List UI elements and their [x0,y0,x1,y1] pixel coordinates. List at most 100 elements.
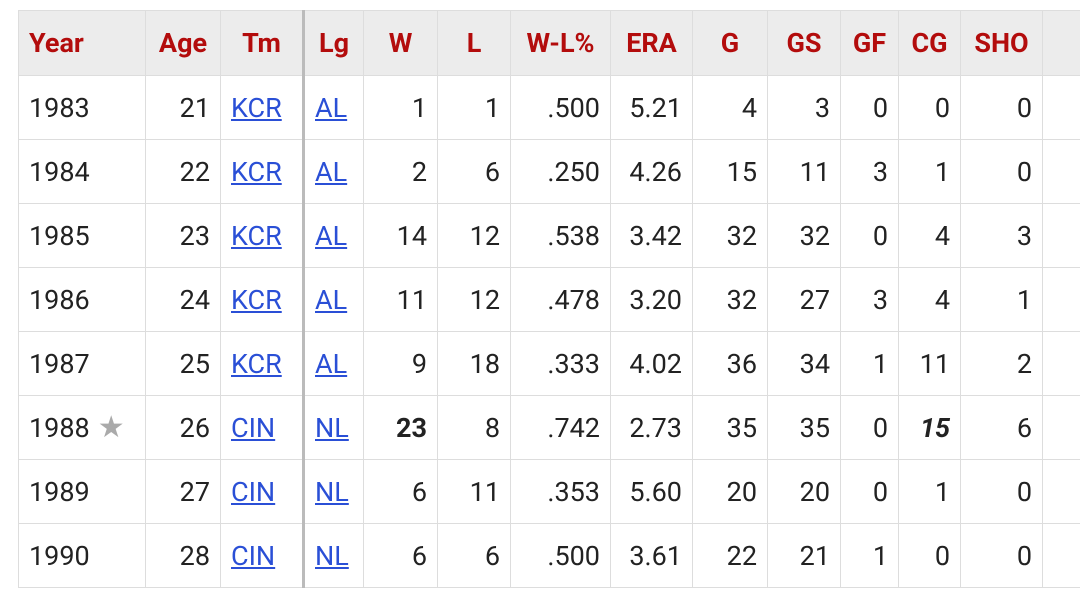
cell-text: 1984 [29,155,90,188]
cell-text: 0 [1016,91,1032,124]
cell-text: 1988 [29,412,90,444]
table-cell: 1987 [18,331,146,396]
table-cell: 1 [363,75,438,140]
league-link[interactable]: AL [315,155,348,188]
cell-text: 11 [469,475,500,508]
cell-text: 21 [179,91,210,124]
column-header: G [692,10,768,76]
table-cell: 6 [363,459,438,524]
cell-text: 6 [411,539,427,572]
team-link[interactable]: CIN [231,539,276,572]
table-cell: 0 [840,75,899,140]
table-cell: AL [303,267,364,332]
table-row: 1983 21 KCR AL 1 1 .500 5.21 4 3 0 0 0 [18,75,1080,140]
cell-text: 1 [872,539,888,572]
cell-text: 12 [469,219,500,252]
team-link[interactable]: KCR [231,155,282,188]
cell-text: 6 [411,475,427,508]
cell-text: 4.26 [629,155,682,188]
table-cell: 36 [692,331,768,396]
table-cell: 4.02 [610,331,693,396]
table-cell: 35 [692,395,768,460]
cell-text: 2 [411,155,427,188]
cell-text: 3.61 [629,539,682,572]
table-cell: 11 [898,331,961,396]
league-link[interactable]: NL [315,539,349,572]
table-cell: .500 [510,75,611,140]
table-cell: 3.61 [610,523,693,588]
team-link[interactable]: KCR [231,91,282,124]
cell-text: 3.20 [629,283,682,316]
table-cell: 24 [145,267,221,332]
table-cell: 27 [145,459,221,524]
table-cell: CIN [220,395,305,460]
table-cell: 1990 [18,523,146,588]
table-row: 1984 22 KCR AL 2 6 .250 4.26 15 11 3 1 0 [18,139,1080,204]
cell-text: 3 [1016,219,1032,252]
column-header: CG [898,10,961,76]
cell-text: 26 [179,411,210,444]
team-link[interactable]: CIN [231,411,276,444]
table-cell: 3.20 [610,267,693,332]
table-cell: KCR [220,331,305,396]
team-link[interactable]: KCR [231,347,282,380]
table-cell: 2 [363,139,438,204]
table-cell: 25 [145,331,221,396]
cell-text: 32 [726,283,757,316]
league-link[interactable]: AL [315,347,348,380]
cell-text: 4 [934,283,950,316]
cell-text: 23 [396,411,427,444]
table-cell: 3 [960,203,1043,268]
league-link[interactable]: AL [315,91,348,124]
table-cell: .250 [510,139,611,204]
table-cell: 6 [437,139,511,204]
cell-text: 2 [1016,347,1032,380]
cell-text: 0 [872,475,888,508]
cell-text: 1 [934,475,950,508]
table-cell: 32 [692,203,768,268]
column-header: W-L% [510,10,611,76]
team-link[interactable]: KCR [231,219,282,252]
table-cell [1042,459,1080,524]
cell-text: 1989 [29,475,90,508]
league-link[interactable]: NL [315,475,349,508]
cell-text: .500 [547,91,600,124]
table-cell: 3 [840,267,899,332]
cell-text: 4 [741,91,757,124]
column-header: Age [145,10,221,76]
cell-text: 1983 [29,91,90,124]
league-link[interactable]: AL [315,283,348,316]
table-cell: 0 [898,523,961,588]
table-cell: 1 [898,139,961,204]
league-link[interactable]: NL [315,411,349,444]
table-cell: 14 [363,203,438,268]
table-cell: KCR [220,203,305,268]
table-cell: 4 [898,203,961,268]
cell-text: 1985 [29,219,90,252]
cell-text: .538 [547,219,600,252]
table-cell: 4 [692,75,768,140]
table-cell [1042,331,1080,396]
cell-text: 0 [872,411,888,444]
table-cell: 9 [363,331,438,396]
table-row: 1990 28 CIN NL 6 6 .500 3.61 22 21 1 0 0 [18,523,1080,588]
table-cell: .353 [510,459,611,524]
table-cell: 3 [840,139,899,204]
table-cell: 23 [145,203,221,268]
table-cell: 21 [145,75,221,140]
column-header: S [1042,10,1080,76]
cell-text: 35 [726,411,757,444]
cell-text: 24 [179,283,210,316]
cell-text: 11 [919,347,950,380]
cell-text: 1990 [29,539,90,572]
table-cell: 32 [767,203,841,268]
table-cell: 27 [767,267,841,332]
team-link[interactable]: KCR [231,283,282,316]
cell-text: 4 [934,219,950,252]
team-link[interactable]: CIN [231,475,276,508]
league-link[interactable]: AL [315,219,348,252]
table-cell: 5.21 [610,75,693,140]
table-cell: .478 [510,267,611,332]
table-cell: 23 [363,395,438,460]
